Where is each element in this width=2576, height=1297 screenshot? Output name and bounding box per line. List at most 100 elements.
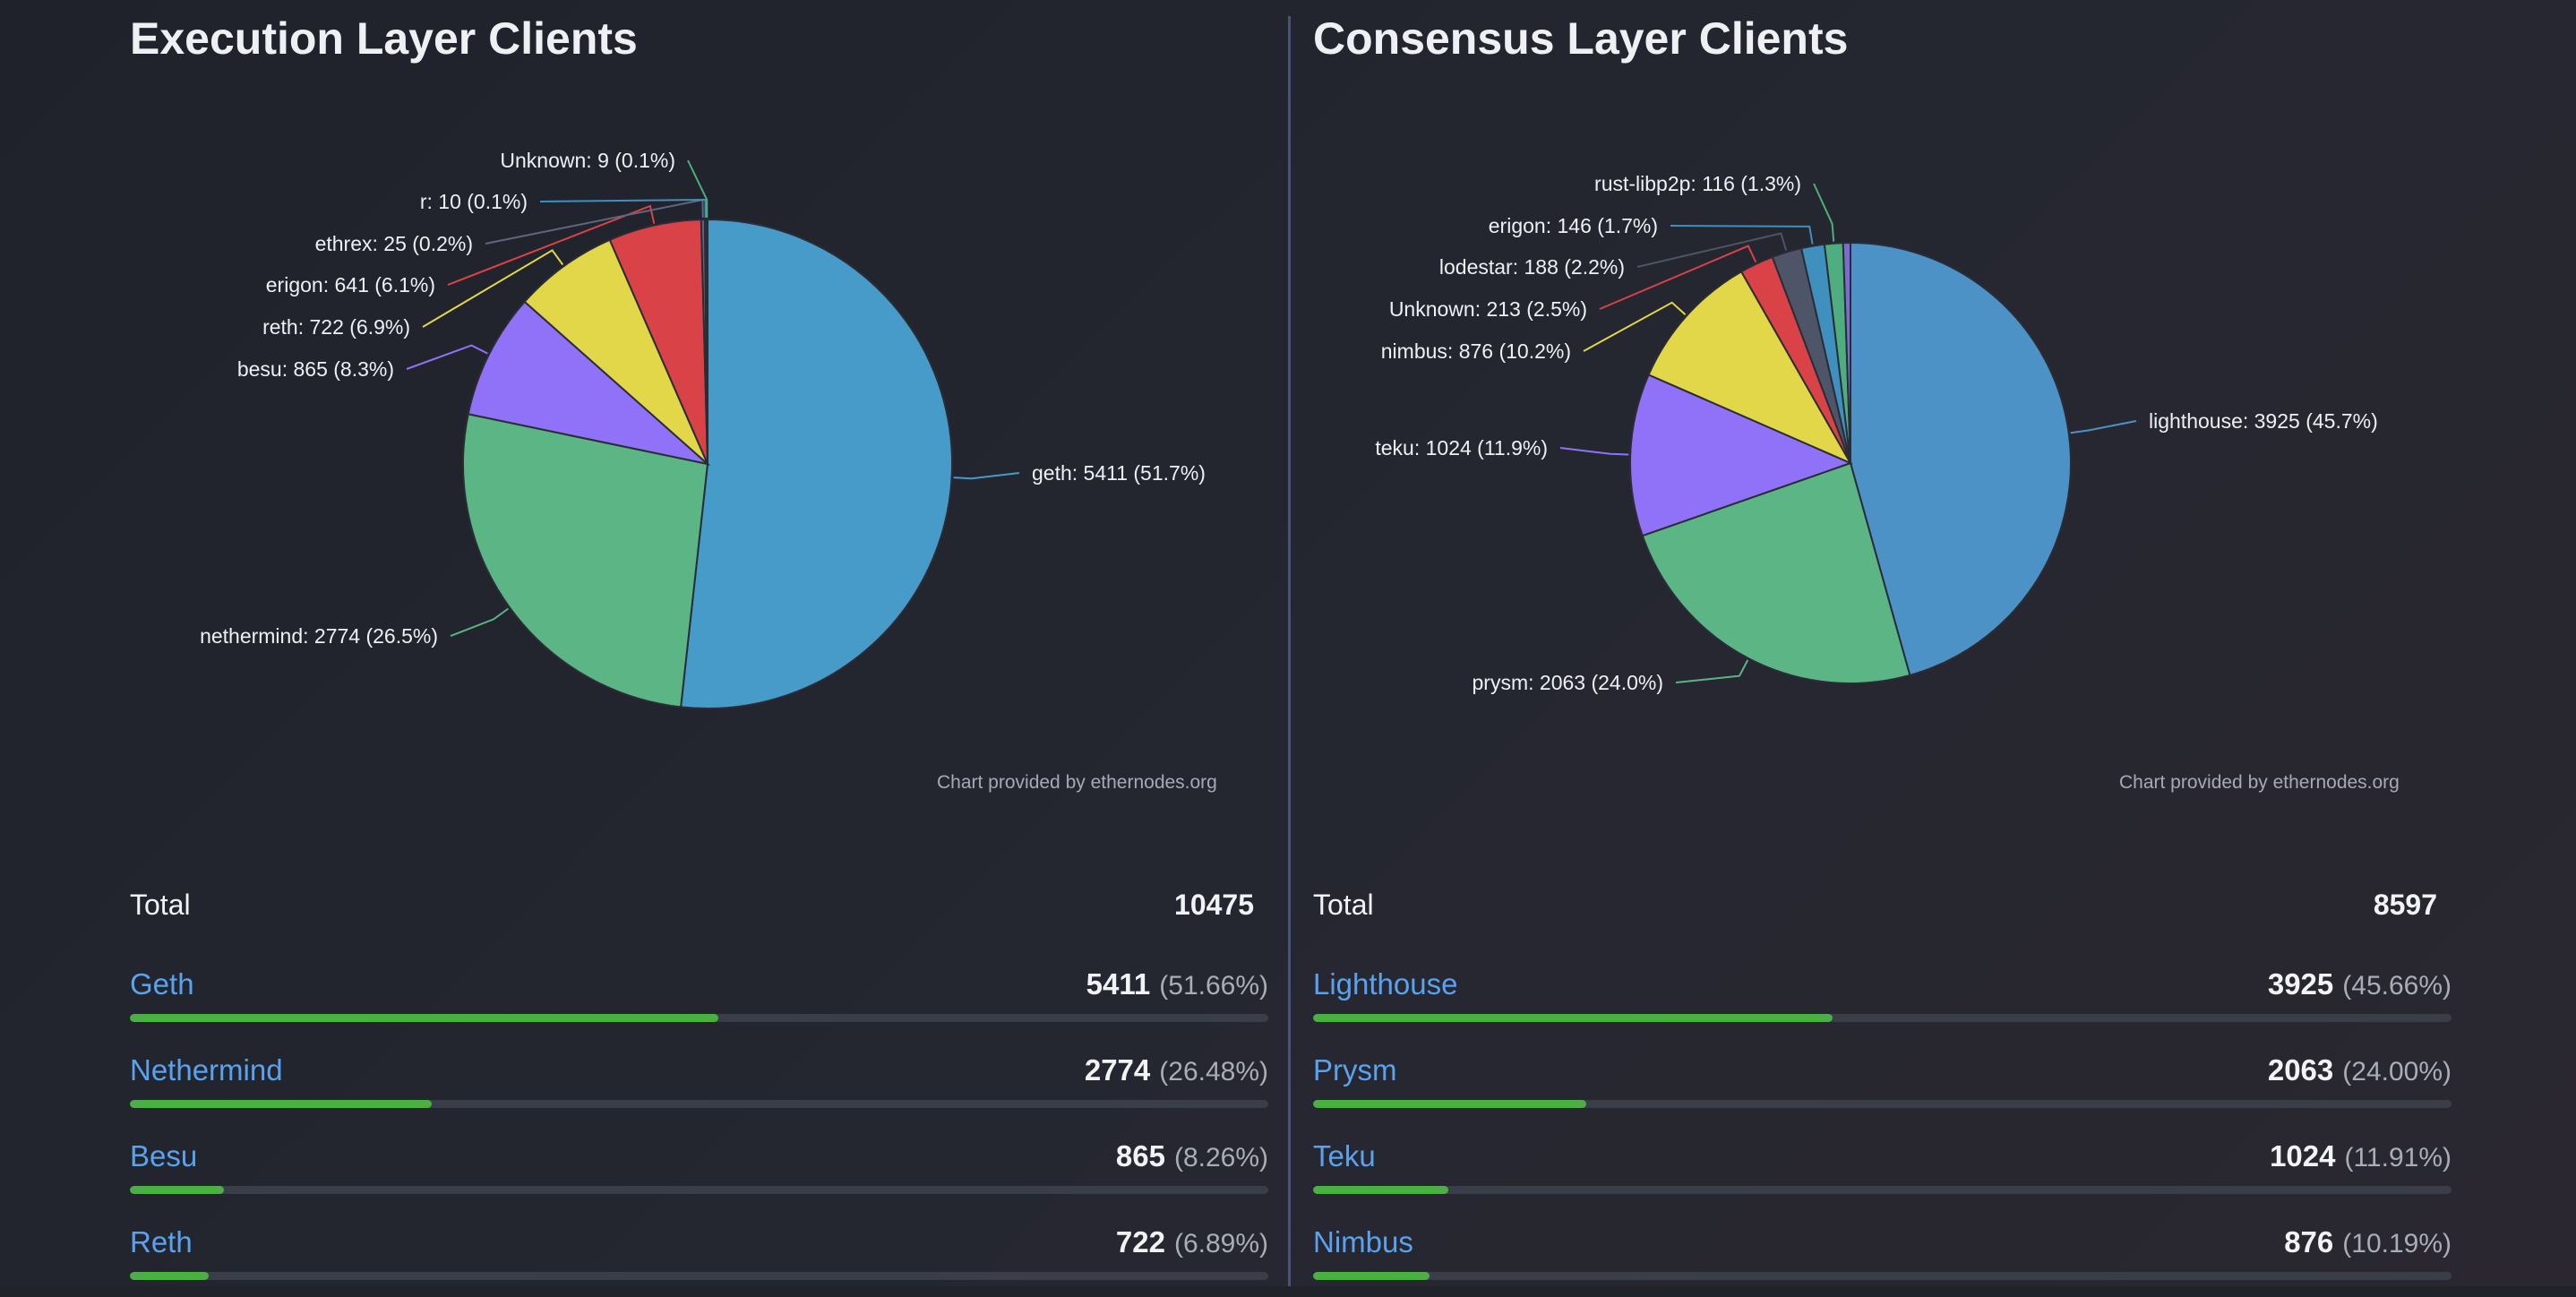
client-count: 2063 [2267, 1053, 2334, 1087]
client-stats-reth: 722 (6.89%) [1116, 1225, 1268, 1259]
client-share-bar [130, 1014, 1268, 1022]
client-percent: (10.19%) [2342, 1229, 2451, 1258]
pie-label-lighthouse: lighthouse: 3925 (45.7%) [2149, 409, 2378, 433]
pie-leader-line [450, 607, 509, 637]
client-share-bar-fill [130, 1014, 718, 1022]
pie-slice-nethermind[interactable] [462, 413, 709, 709]
client-share-bar-fill [1313, 1186, 1449, 1194]
client-count: 3925 [2267, 967, 2334, 1001]
client-row-nethermind: Nethermind 2774 (26.48%) [130, 1053, 1268, 1125]
pie-leader-line [447, 204, 656, 286]
client-stats-besu: 865 (8.26%) [1116, 1139, 1268, 1173]
pie-slice-lighthouse[interactable] [1850, 241, 2072, 677]
client-share-bar-fill [1313, 1014, 1833, 1022]
consensus-layer-panel: Consensus Layer Clients lighthouse: 3925… [1291, 0, 2576, 1286]
client-stats-geth: 5411 (51.66%) [1086, 967, 1268, 1001]
client-percent: (24.00%) [2342, 1057, 2451, 1087]
client-percent: (26.48%) [1159, 1057, 1268, 1087]
client-row-besu: Besu 865 (8.26%) [130, 1139, 1268, 1211]
pie-leader-line [1675, 659, 1749, 683]
client-share-bar-fill [130, 1100, 432, 1108]
client-stats-nethermind: 2774 (26.48%) [1085, 1053, 1268, 1087]
pie-slice-unknown[interactable] [705, 218, 708, 465]
execution-total-label: Total [130, 889, 191, 921]
pie-label-unknown: Unknown: 213 (2.5%) [1389, 297, 1587, 321]
pie-label-nimbus: nimbus: 876 (10.2%) [1381, 339, 1571, 363]
pie-label-nethermind: nethermind: 2774 (26.5%) [200, 624, 438, 648]
client-share-bar [130, 1272, 1268, 1280]
client-count: 2774 [1084, 1053, 1151, 1087]
pie-label-erigon: erigon: 146 (1.7%) [1489, 214, 1658, 237]
client-percent: (51.66%) [1159, 971, 1268, 1001]
client-link-teku[interactable]: Teku [1313, 1139, 1376, 1172]
pie-leader-line [1670, 225, 1814, 245]
client-count: 722 [1115, 1225, 1165, 1258]
pie-leader-line [953, 472, 1020, 480]
client-count: 865 [1115, 1139, 1165, 1172]
client-link-reth[interactable]: Reth [130, 1225, 193, 1258]
pie-leader-line [1583, 301, 1687, 352]
pie-label-unknown: Unknown: 9 (0.1%) [500, 149, 675, 172]
pie-leader-line [1559, 447, 1629, 456]
client-row-lighthouse: Lighthouse 3925 (45.66%) [1313, 967, 2451, 1039]
pie-leader-line [1813, 183, 1835, 242]
consensus-chart-credit[interactable]: Chart provided by ethernodes.org [2119, 772, 2400, 793]
client-stats-teku: 1024 (11.91%) [2270, 1139, 2451, 1173]
consensus-layer-title: Consensus Layer Clients [1313, 13, 1849, 64]
client-row-reth: Reth 722 (6.89%) [130, 1225, 1268, 1297]
execution-total-row: Total 10475 [130, 885, 1268, 930]
pie-label-prysm: prysm: 2063 (24.0%) [1473, 671, 1663, 694]
client-share-bar [1313, 1014, 2451, 1022]
client-link-lighthouse[interactable]: Lighthouse [1313, 967, 1458, 1001]
execution-chart-credit[interactable]: Chart provided by ethernodes.org [937, 772, 1217, 793]
client-stats-nimbus: 876 (10.19%) [2284, 1225, 2451, 1259]
pie-label-erigon: erigon: 641 (6.1%) [266, 273, 435, 296]
execution-total-value: 10475 [1174, 889, 1254, 921]
execution-layer-panel: Execution Layer Clients geth: 5411 (51.7… [0, 0, 1288, 1286]
client-stats-lighthouse: 3925 (45.66%) [2268, 967, 2451, 1001]
panel-divider [1288, 16, 1291, 1286]
pie-label-r: r: 10 (0.1%) [420, 190, 528, 213]
pie-slice-other[interactable] [1842, 241, 1851, 464]
pie-leader-line [2070, 420, 2137, 434]
pie-slice-nimbus[interactable] [1647, 270, 1853, 466]
pie-label-geth: geth: 5411 (51.7%) [1032, 461, 1206, 485]
client-link-prysm[interactable]: Prysm [1313, 1053, 1397, 1087]
client-share-bar [1313, 1272, 2451, 1280]
client-row-geth: Geth 5411 (51.66%) [130, 967, 1268, 1039]
pie-leader-line [1599, 245, 1757, 310]
pie-slice-prysm[interactable] [1641, 461, 1911, 684]
client-share-bar-fill [1313, 1272, 1430, 1280]
client-share-bar-fill [130, 1186, 224, 1194]
pie-label-teku: teku: 1024 (11.9%) [1375, 436, 1548, 460]
client-share-bar-fill [1313, 1100, 1587, 1108]
consensus-pie-chart: lighthouse: 3925 (45.7%) prysm: 2063 (24.… [1375, 172, 2378, 694]
pie-slice-geth[interactable] [680, 218, 953, 709]
pie-label-besu: besu: 865 (8.3%) [237, 357, 394, 381]
client-percent: (8.26%) [1173, 1143, 1268, 1172]
pie-label-ethrex: ethrex: 25 (0.2%) [315, 232, 473, 255]
client-percent: (11.91%) [2344, 1143, 2451, 1172]
client-link-besu[interactable]: Besu [130, 1139, 198, 1172]
client-share-bar [1313, 1100, 2451, 1108]
pie-slice-besu[interactable] [467, 300, 711, 466]
client-link-nimbus[interactable]: Nimbus [1313, 1225, 1413, 1258]
pie-leader-line [539, 198, 707, 219]
client-percent: (6.89%) [1173, 1229, 1268, 1258]
client-percent: (45.66%) [2342, 971, 2451, 1001]
client-row-nimbus: Nimbus 876 (10.19%) [1313, 1225, 2451, 1297]
consensus-total-row: Total 8597 [1313, 885, 2451, 930]
client-link-nethermind[interactable]: Nethermind [130, 1053, 283, 1087]
client-stats-prysm: 2063 (24.00%) [2268, 1053, 2451, 1087]
client-link-geth[interactable]: Geth [130, 967, 194, 1001]
pie-leader-line [687, 159, 708, 219]
pie-leader-line [422, 249, 564, 328]
client-share-bar [130, 1186, 1268, 1194]
pie-slice-reth[interactable] [523, 238, 708, 465]
pie-slice-teku[interactable] [1629, 374, 1853, 537]
client-share-bar [1313, 1186, 2451, 1194]
client-share-bar [130, 1100, 1268, 1108]
consensus-total-label: Total [1313, 889, 1374, 921]
pie-leader-line [406, 344, 488, 370]
client-count: 1024 [2270, 1139, 2336, 1172]
